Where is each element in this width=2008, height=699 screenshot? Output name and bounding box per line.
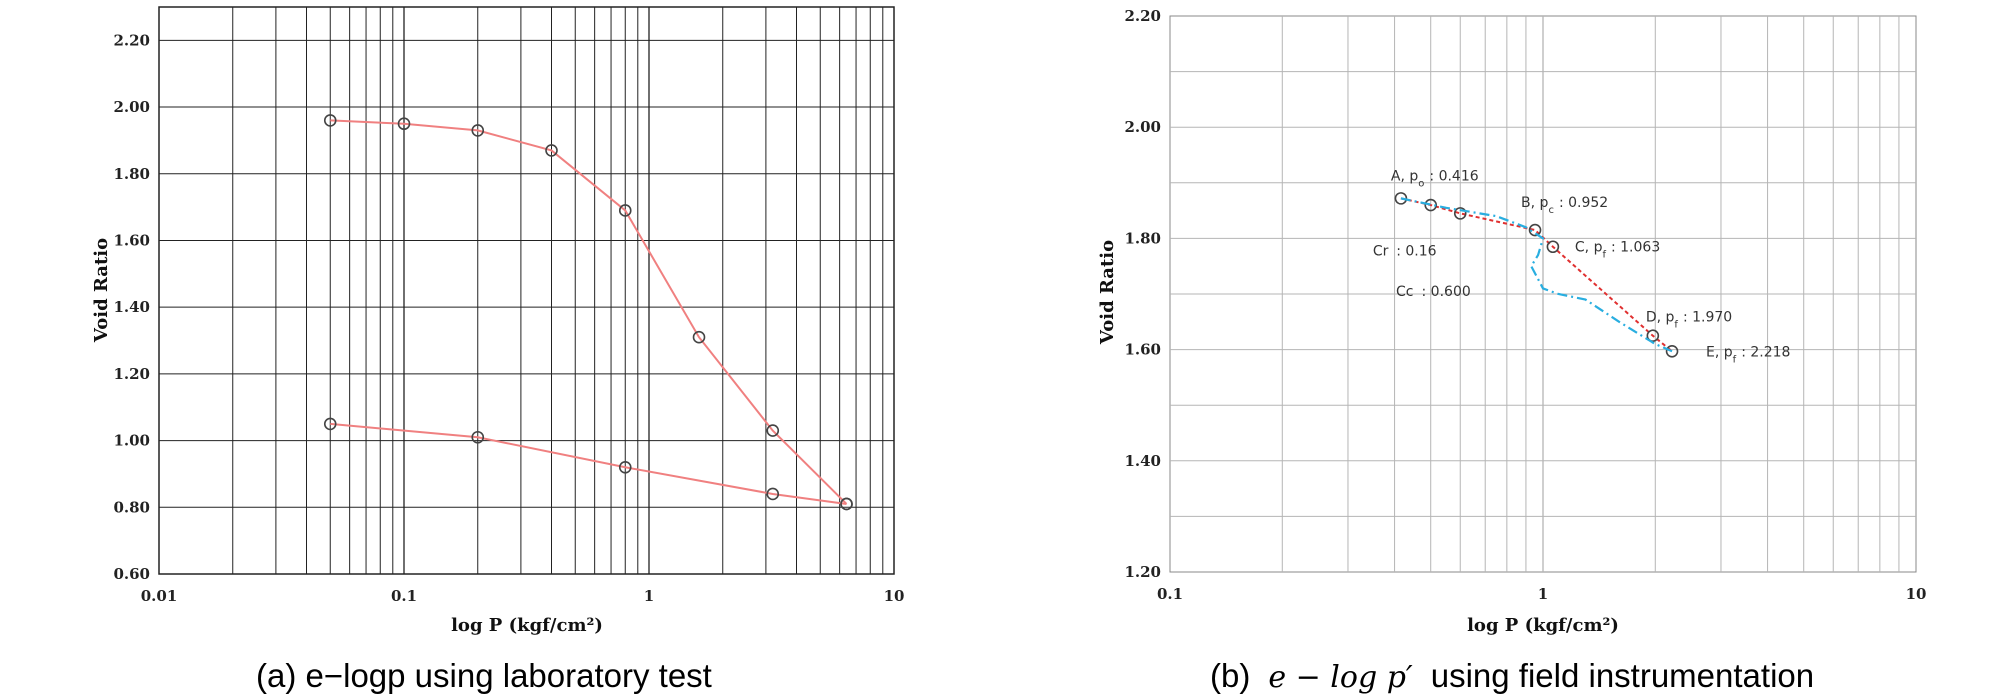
- caption-b-math: e − log p′: [1268, 660, 1413, 695]
- chart-b-annotation: Cc: 0.600: [1396, 284, 1471, 300]
- chart-b-data-point: [1546, 240, 1560, 254]
- chart-a-x-axis-label: log P (kgf/cm²): [451, 615, 603, 636]
- chart-b-data-point: [1453, 207, 1467, 220]
- chart-a-y-tick-label: 0.60: [113, 565, 150, 583]
- chart-a-y-tick-label: 1.80: [113, 165, 150, 183]
- chart-a-x-tick-label: 0.01: [141, 587, 178, 605]
- chart-b-annotation: B, pc: 0.952: [1521, 195, 1608, 216]
- chart-a-x-ticks: 0.01 0.1 1 10: [141, 587, 905, 605]
- chart-a-y-tick-label: 2.00: [113, 98, 150, 116]
- chart-a-series-1-line: [330, 119, 848, 505]
- chart-b-x-tick-label: 1: [1538, 585, 1548, 603]
- caption-b-prefix: (b): [1210, 657, 1250, 694]
- chart-a-data-point: [323, 114, 337, 127]
- chart-b-annotation: D, pf: 1.970: [1646, 310, 1732, 331]
- chart-b-grid: [1170, 16, 1916, 572]
- chart-a-data-point: [766, 487, 780, 501]
- chart-a-y-tick-label: 1.00: [113, 432, 150, 450]
- caption-b: (b) e − log p′ using field instrumentati…: [1210, 657, 1814, 695]
- chart-a-data-point: [766, 424, 780, 437]
- chart-a-data-point: [692, 330, 706, 344]
- chart-b-y-tick-label: 1.60: [1124, 341, 1161, 359]
- chart-a-x-tick-label: 0.1: [391, 587, 417, 605]
- chart-a-data-point: [471, 124, 485, 137]
- chart-b-data-point: [1528, 223, 1542, 237]
- chart-b-y-tick-label: 2.00: [1124, 118, 1161, 136]
- chart-b-annotation: A, po: 0.416: [1391, 168, 1479, 189]
- chart-b-series-1-line: [1400, 197, 1673, 353]
- chart-a-data-point: [323, 417, 337, 431]
- chart-a-y-tick-label: 0.80: [113, 498, 150, 516]
- chart-b: 1.20 1.40 1.60 1.80 2.00 2.20 0.1 1 10 A, po: 0…: [1097, 7, 1926, 636]
- chart-a-y-tick-label: 2.20: [113, 31, 150, 49]
- chart-b-data-point: [1394, 192, 1408, 205]
- chart-a-y-tick-label: 1.40: [113, 298, 150, 316]
- chart-b-y-tick-label: 1.80: [1124, 229, 1161, 247]
- chart-b-series: [1394, 192, 1679, 358]
- caption-a: (a) e−logp using laboratory test: [256, 657, 712, 694]
- chart-b-x-tick-label: 0.1: [1157, 585, 1183, 603]
- chart-b-y-tick-label: 1.40: [1124, 452, 1161, 470]
- chart-a-y-tick-label: 1.20: [113, 365, 150, 383]
- chart-b-x-axis-label: log P (kgf/cm²): [1467, 615, 1619, 636]
- chart-b-data-point: [1646, 329, 1660, 343]
- chart-b-x-ticks: 0.1 1 10: [1157, 585, 1926, 603]
- chart-b-x-tick-label: 10: [1906, 585, 1927, 603]
- chart-b-y-axis-label: Void Ratio: [1097, 240, 1118, 345]
- chart-b-annotations: A, po: 0.416 B, pc: 0.952 C, pf: 1.063 D, p…: [1373, 168, 1791, 364]
- chart-b-y-ticks: 1.20 1.40 1.60 1.80 2.00 2.20: [1124, 7, 1161, 581]
- chart-a-y-tick-label: 1.60: [113, 231, 150, 249]
- chart-b-annotation: C, pf: 1.063: [1575, 240, 1660, 260]
- chart-a-series: [323, 114, 853, 511]
- chart-a-data-point: [618, 204, 632, 217]
- chart-a-x-tick-label: 10: [884, 587, 905, 605]
- chart-b-annotation: Cr: 0.16: [1373, 244, 1437, 260]
- chart-a-data-point: [840, 497, 853, 511]
- chart-a-x-tick-label: 1: [644, 587, 654, 605]
- chart-a-data-point: [545, 144, 558, 157]
- chart-a-y-axis-label: Void Ratio: [91, 238, 112, 343]
- chart-a-y-ticks: 0.60 0.80 1.00 1.20 1.40 1.60 1.80 2.00 2.20: [113, 31, 150, 583]
- chart-a-data-point: [471, 430, 485, 444]
- chart-a: 0.60 0.80 1.00 1.20 1.40 1.60 1.80 2.00 2.20 0.0…: [91, 6, 905, 636]
- chart-a-grid: [159, 7, 894, 574]
- chart-a-plot-area: [158, 6, 895, 575]
- chart-a-series-2-line: [330, 422, 847, 505]
- chart-b-series-2-line: [1400, 197, 1673, 353]
- chart-a-data-point: [397, 117, 411, 131]
- caption-b-suffix: using field instrumentation: [1431, 657, 1814, 694]
- chart-b-y-tick-label: 2.20: [1124, 7, 1161, 25]
- chart-b-data-point: [1665, 344, 1679, 358]
- chart-b-annotation: E, pf: 2.218: [1706, 344, 1790, 365]
- chart-a-data-point: [618, 460, 632, 474]
- chart-b-y-tick-label: 1.20: [1124, 563, 1161, 581]
